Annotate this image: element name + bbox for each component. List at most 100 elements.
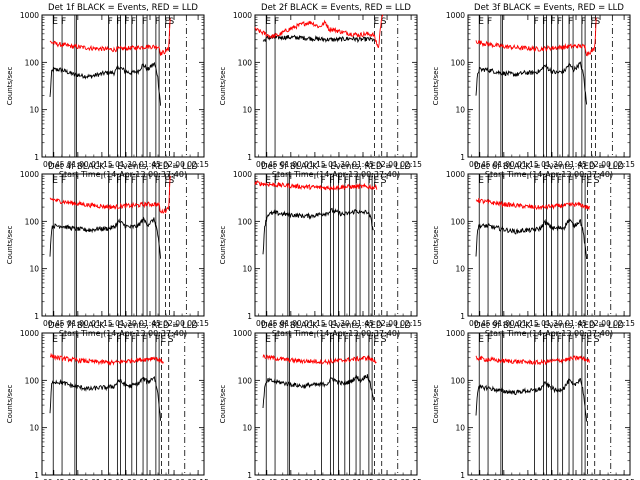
event-marker-label: F <box>534 17 539 27</box>
x-tick-label: 00:45 <box>43 478 65 480</box>
x-tick-label: 00:45 <box>256 319 278 328</box>
x-tick-label: 01:30 <box>328 160 350 169</box>
event-marker-label: F <box>274 176 279 186</box>
event-marker-label: F <box>116 17 121 27</box>
y-tick-label: 1000 <box>20 329 39 338</box>
event-marker-label: E <box>478 17 484 27</box>
event-marker-label: F <box>557 335 562 345</box>
panel-title: Det 4f BLACK = Events, RED = LLD <box>48 162 198 172</box>
event-marker-label: F <box>581 335 586 345</box>
event-marker-label: E <box>478 335 484 345</box>
y-tick-label: 1 <box>460 153 465 162</box>
y-tick-label: 1000 <box>233 11 252 20</box>
y-axis-title: Counts/sec <box>6 67 14 106</box>
event-marker-label: F <box>124 17 129 27</box>
plot-frame <box>41 14 205 158</box>
event-marker-label: F <box>344 176 349 186</box>
x-tick-label: 02:00 <box>163 319 185 328</box>
x-tick-label: 00:45 <box>43 319 65 328</box>
x-tick-label: 01:45 <box>565 319 587 328</box>
x-tick-label: 01:45 <box>352 319 374 328</box>
event-marker-label: F <box>155 17 160 27</box>
event-marker-label: F <box>355 176 360 186</box>
x-tick-label: 01:30 <box>115 478 137 480</box>
event-marker-label: F <box>337 176 342 186</box>
x-tick-label: 02:15 <box>613 160 635 169</box>
y-tick-label: 1000 <box>20 170 39 179</box>
x-tick-label: 02:00 <box>589 319 611 328</box>
y-tick-label: 100 <box>238 376 253 385</box>
x-tick-label: 01:30 <box>115 319 137 328</box>
plot-frame <box>467 14 631 158</box>
event-marker-label: E <box>265 176 271 186</box>
y-tick-label: 10 <box>455 106 465 115</box>
y-tick-label: 100 <box>25 58 40 67</box>
event-marker-label: F <box>581 17 586 27</box>
event-marker-label: F <box>337 335 342 345</box>
y-tick-label: 10 <box>455 265 465 274</box>
x-tick-label: 00:45 <box>469 160 491 169</box>
x-tick-label: 01:45 <box>139 319 161 328</box>
event-marker-label: E <box>160 335 166 345</box>
event-marker-label: F <box>542 17 547 27</box>
event-marker-label: E <box>586 176 592 186</box>
panel-title: Det 7f BLACK = Events, RED = LLD <box>48 321 198 331</box>
x-tick-label: 01:00 <box>493 478 515 480</box>
events-series-line <box>262 374 375 409</box>
x-tick-label: 01:15 <box>304 478 326 480</box>
x-tick-label: 01:15 <box>304 319 326 328</box>
y-axis-title: Counts/sec <box>219 67 227 106</box>
x-tick-label: 02:15 <box>613 478 635 480</box>
y-tick-label: 1 <box>247 312 252 321</box>
event-marker-label: F <box>487 176 492 186</box>
event-marker-label: S <box>594 176 600 186</box>
x-tick-label: 02:15 <box>613 319 635 328</box>
y-tick-label: 1000 <box>446 11 465 20</box>
x-tick-label: 00:45 <box>469 478 491 480</box>
event-marker-label: F <box>542 176 547 186</box>
x-tick-label: 02:15 <box>187 160 209 169</box>
event-marker-label: E <box>52 17 58 27</box>
y-axis-title: Counts/sec <box>219 226 227 265</box>
event-marker-label: F <box>329 176 334 186</box>
event-marker-label: F <box>108 176 113 186</box>
event-marker-label: S <box>168 335 174 345</box>
plot-frame <box>467 173 631 317</box>
event-marker-label: F <box>368 176 373 186</box>
x-tick-label: 01:00 <box>493 160 515 169</box>
lld-series-line <box>262 354 377 366</box>
event-marker-label: F <box>155 176 160 186</box>
x-tick-label: 01:30 <box>115 160 137 169</box>
event-marker-label: F <box>124 335 129 345</box>
x-tick-label: 01:45 <box>352 478 374 480</box>
plot-frame <box>254 14 418 158</box>
panel-title: Det 3f BLACK = Events, RED = LLD <box>474 3 624 13</box>
event-marker-label: F <box>108 335 113 345</box>
x-tick-label: 01:30 <box>328 319 350 328</box>
event-marker-label: E <box>586 335 592 345</box>
y-tick-label: 1000 <box>446 170 465 179</box>
plot-frame <box>41 173 205 317</box>
x-tick-label: 00:45 <box>469 319 491 328</box>
y-tick-label: 1 <box>34 312 39 321</box>
event-marker-label: E <box>165 176 171 186</box>
event-marker-label: F <box>487 335 492 345</box>
x-tick-label: 01:15 <box>91 160 113 169</box>
event-marker-label: F <box>581 176 586 186</box>
x-tick-label: 01:15 <box>91 319 113 328</box>
x-tick-label: 02:15 <box>187 319 209 328</box>
x-tick-label: 01:00 <box>67 319 89 328</box>
event-marker-label: F <box>487 17 492 27</box>
event-marker-label: E <box>52 335 58 345</box>
y-tick-label: 100 <box>451 217 466 226</box>
y-tick-label: 10 <box>29 424 39 433</box>
y-tick-label: 100 <box>238 58 253 67</box>
event-marker-label: F <box>142 17 147 27</box>
event-marker-label: F <box>344 335 349 345</box>
x-tick-label: 00:45 <box>256 478 278 480</box>
event-marker-label: F <box>568 17 573 27</box>
y-axis-title: Counts/sec <box>6 385 14 424</box>
lld-series-line <box>254 179 378 191</box>
detector-panel-7: Det 7f BLACK = Events, RED = LLD Counts/s… <box>6 321 209 480</box>
